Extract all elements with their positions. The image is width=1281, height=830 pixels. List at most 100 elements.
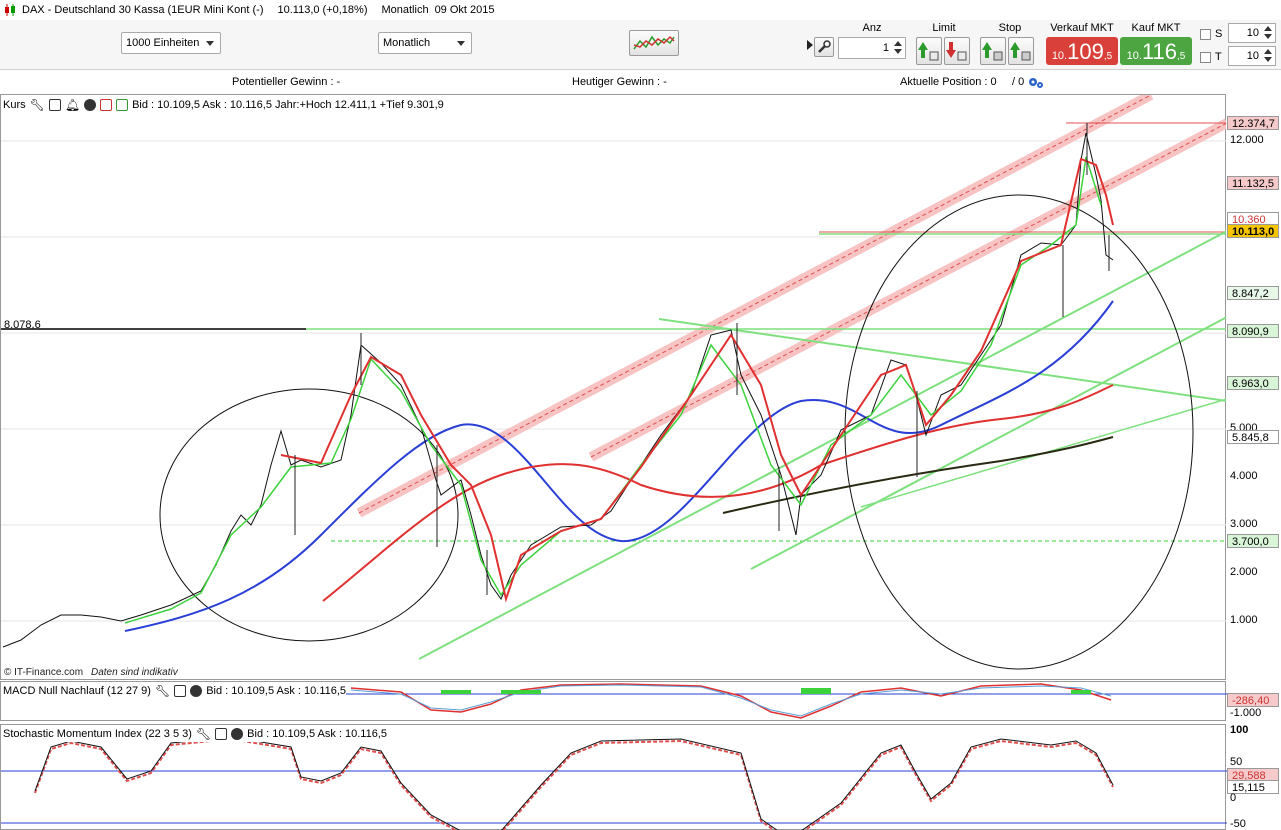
sell-price-main: 109 (1067, 39, 1104, 64)
buy-arrow-icon[interactable] (116, 99, 129, 111)
stoch-main-line (34, 736, 1114, 830)
close-icon[interactable] (84, 99, 97, 111)
axis-tick: 3.000 (1230, 518, 1258, 530)
macd-panel[interactable]: MACD Null Nachlauf (12 27 9) 🔧︎ Bid : 10… (0, 681, 1227, 721)
limit-buy-button[interactable] (916, 37, 942, 65)
buy-market-button[interactable]: 10. 116 ,5 (1120, 37, 1192, 65)
macd-line (350, 684, 1112, 717)
watermark-note: Daten sind indikativ (91, 667, 179, 678)
window-icon[interactable] (48, 99, 61, 111)
stochastic-axis: 100 50 29,588 15,115 0 -50 (1226, 724, 1281, 830)
t-input[interactable]: 10 (1228, 46, 1276, 66)
watermark: © IT-Finance.com (4, 667, 83, 678)
macd-title: MACD Null Nachlauf (12 27 9) (3, 685, 151, 697)
stoch-axis-tick: -50 (1230, 818, 1246, 830)
red-moving-average (322, 384, 1114, 602)
price-tag-current: 10.113,0 (1227, 224, 1279, 238)
potential-gain: Potentieller Gewinn : - (232, 76, 341, 88)
sell-market-button[interactable]: 10. 109 ,5 (1046, 37, 1118, 65)
t-value: 10 (1246, 50, 1259, 62)
price-tag: 3.700,0 (1227, 534, 1279, 548)
window-icon[interactable] (174, 685, 187, 697)
stoch-value-tag: 15,115 (1227, 780, 1279, 794)
chart-header: Kurs 🔧︎ 🔔︎ Bid : 10.109,5 Ask : 10.116,5… (1, 97, 444, 113)
green-trendline-2 (750, 316, 1228, 570)
period-select-value: Monatlich (383, 37, 431, 49)
collapse-arrow-icon[interactable] (806, 40, 814, 50)
spinner-icon[interactable] (1263, 25, 1273, 41)
stop-buy-button[interactable] (980, 37, 1006, 65)
price-chart-canvas[interactable]: 8.078,6 © IT-Finance.com Daten sind indi… (1, 90, 1230, 681)
price-chart[interactable]: 8.078,6 © IT-Finance.com Daten sind indi… (0, 90, 1230, 681)
sell-arrow-icon[interactable] (100, 99, 113, 111)
limit-sell-button[interactable] (944, 37, 970, 65)
price-series-line (2, 132, 1114, 648)
anz-value: 1 (882, 42, 889, 54)
highlight-circle-left (159, 388, 459, 642)
close-icon[interactable] (231, 728, 244, 740)
chart-header-info: Bid : 10.109,5 Ask : 10.116,5 Jahr:+Hoch… (132, 99, 444, 111)
stoch-info: Bid : 10.109,5 Ask : 10.116,5 (247, 728, 388, 740)
spinner-icon[interactable] (1263, 48, 1273, 64)
price-axis: 12.000 5.000 4.000 3.000 2.000 1.000 12.… (1226, 94, 1281, 680)
limit-up-icon (918, 42, 939, 61)
spinner-icon[interactable] (893, 40, 903, 56)
stochastic-panel[interactable]: Stochastic Momentum Index (22 3 5 3) 🔧︎ … (0, 724, 1227, 830)
instrument-name: DAX - Deutschland 30 Kassa (1EUR Mini Ko… (22, 4, 264, 16)
title-bar: DAX - Deutschland 30 Kassa (1EUR Mini Ko… (0, 0, 800, 20)
window-icon[interactable] (215, 728, 228, 740)
macd-info: Bid : 10.109,5 Ask : 10.116,5 (206, 685, 347, 697)
blue-moving-average (124, 300, 1114, 632)
macd-axis: -286,40 -1.000 (1226, 681, 1281, 721)
anz-input[interactable]: 1 (838, 37, 906, 59)
highlight-circle-right (844, 194, 1194, 670)
red-channel-lower (590, 122, 1228, 458)
wrench-icon[interactable]: 🔧︎ (195, 727, 212, 741)
axis-tick: 2.000 (1230, 566, 1258, 578)
stop-sell-button[interactable] (1008, 37, 1034, 65)
candlestick-icon (5, 4, 15, 16)
stoch-title: Stochastic Momentum Index (22 3 5 3) (3, 728, 192, 740)
stoch-axis-tick: 0 (1230, 792, 1237, 804)
gears-icon[interactable] (1028, 76, 1044, 90)
units-select[interactable]: 1000 Einheiten (121, 32, 221, 54)
macd-header: MACD Null Nachlauf (12 27 9) 🔧︎ Bid : 10… (1, 683, 347, 699)
close-icon[interactable] (190, 685, 203, 697)
period-select[interactable]: Monatlich (378, 32, 472, 54)
macd-axis-tick: -1.000 (1230, 707, 1262, 719)
s-input[interactable]: 10 (1228, 23, 1276, 43)
stoch-signal-line (34, 737, 1114, 830)
stochastic-canvas[interactable] (1, 725, 1227, 830)
wrench-icon[interactable]: 🔧︎ (154, 684, 171, 698)
s-value: 10 (1246, 27, 1259, 39)
units-select-value: 1000 Einheiten (126, 37, 200, 49)
limit-label: Limit (932, 22, 956, 34)
green-trendline-3 (658, 318, 1228, 402)
axis-tick: 4.000 (1230, 470, 1258, 482)
left-level-label: 8.078,6 (4, 319, 41, 331)
wrench-button[interactable] (814, 37, 834, 57)
position-info-bar: Potentieller Gewinn : - Heutiger Gewinn … (0, 72, 1230, 92)
price-tag: 8.847,2 (1227, 286, 1279, 300)
position-separator: / 0 (1012, 76, 1025, 88)
stoch-axis-tick: 50 (1230, 756, 1243, 768)
chart-type-button[interactable] (629, 30, 679, 56)
kauf-label: Kauf MKT (1131, 22, 1181, 34)
sell-price-prefix: 10. (1051, 50, 1068, 62)
toolbar: 1000 Einheiten Monatlich Anz 1 (0, 20, 1281, 70)
price-tag: 5.845,8 (1227, 430, 1279, 444)
limit-down-icon (946, 42, 967, 61)
bell-icon[interactable]: 🔔︎ (64, 98, 81, 112)
s-checkbox[interactable] (1200, 29, 1211, 40)
chart-period: Monatlich (381, 4, 429, 16)
instrument-quote: 10.113,0 (+0,18%) (277, 4, 368, 16)
axis-tick: 1.000 (1230, 614, 1258, 626)
stop-down-icon (1010, 42, 1031, 61)
wrench-icon[interactable]: 🔧︎ (29, 98, 45, 112)
buy-price-main: 116 (1141, 39, 1178, 64)
t-checkbox[interactable] (1200, 52, 1211, 63)
stoch-value-tag: 29,588 (1227, 768, 1279, 782)
stoch-header: Stochastic Momentum Index (22 3 5 3) 🔧︎ … (1, 726, 388, 742)
stoch-axis-tick: 100 (1230, 724, 1249, 736)
